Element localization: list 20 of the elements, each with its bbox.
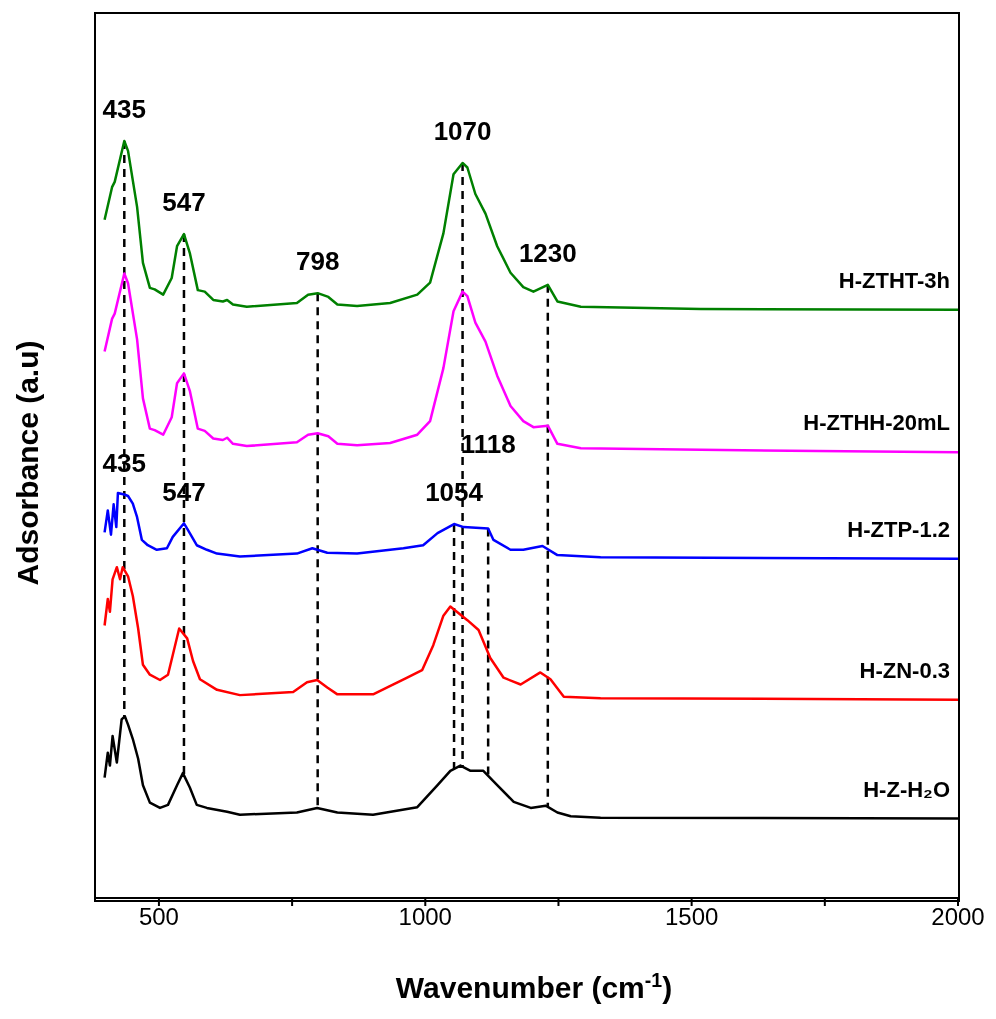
annotation: 435 (102, 447, 146, 478)
x-tick-label: 1000 (398, 903, 452, 931)
series-label: H-ZTHH-20mL (803, 410, 950, 436)
annotation: 1118 (460, 428, 516, 459)
annotation: 1230 (518, 238, 577, 269)
series-label: H-Z-H₂O (863, 776, 950, 802)
annotation: 1070 (433, 116, 492, 147)
x-tick-label: 2000 (931, 903, 985, 931)
annotation: 798 (295, 246, 340, 277)
annotation: 547 (162, 476, 206, 507)
annotation: 547 (162, 187, 206, 218)
annotation: 1054 (425, 477, 484, 508)
series-label: H-ZTP-1.2 (847, 516, 950, 542)
x-tick-label: 500 (138, 903, 179, 931)
x-tick-label: 1500 (664, 903, 719, 931)
y-axis-title: Adsorbance (a.u) (11, 340, 44, 586)
series-label: H-ZN-0.3 (859, 657, 950, 683)
annotation: 435 (102, 94, 146, 125)
series-label: H-ZTHT-3h (838, 267, 950, 293)
x-axis-title: Wavenumber (cm$^{-1}$) (395, 969, 673, 1004)
